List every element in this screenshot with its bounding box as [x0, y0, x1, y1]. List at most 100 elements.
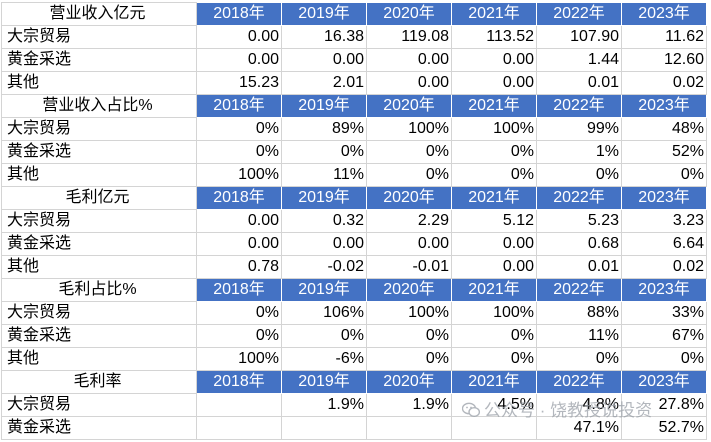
wechat-icon	[461, 402, 481, 418]
row-label: 其他	[1, 255, 197, 279]
value-cell: 0.02	[621, 255, 707, 279]
year-header-cell: 2019年	[281, 278, 367, 302]
value-cell: 0.01	[536, 255, 622, 279]
value-cell: 67%	[621, 324, 707, 348]
table-row: 大宗贸易 0% 89% 100% 100% 99% 48%	[1, 117, 707, 141]
table-row: 大宗贸易 0.00 16.38 119.08 113.52 107.90 11.62	[1, 25, 707, 49]
year-header-cell: 2019年	[281, 2, 367, 26]
year-header-cell: 2022年	[536, 94, 622, 118]
value-cell: 0%	[621, 347, 707, 371]
section-title: 毛利亿元	[1, 186, 197, 210]
value-cell	[196, 416, 282, 440]
value-cell: 100%	[196, 347, 282, 371]
section-title: 毛利率	[1, 370, 197, 394]
table-row: 黄金采选 0.00 0.00 0.00 0.00 0.68 6.64	[1, 232, 707, 256]
year-header-cell: 2023年	[621, 186, 707, 210]
value-cell: 0.00	[366, 48, 452, 72]
value-cell: 0.00	[196, 48, 282, 72]
row-label: 大宗贸易	[1, 25, 197, 49]
value-cell: 0%	[451, 324, 537, 348]
value-cell: 1.44	[536, 48, 622, 72]
value-cell: 0.00	[451, 255, 537, 279]
section-title: 毛利占比%	[1, 278, 197, 302]
value-cell: 0.32	[281, 209, 367, 233]
value-cell: 0%	[451, 163, 537, 187]
value-cell: 52.7%	[621, 416, 707, 440]
value-cell: 0.78	[196, 255, 282, 279]
value-cell: 0%	[196, 140, 282, 164]
value-cell: 11%	[536, 324, 622, 348]
value-cell: 1.9%	[366, 393, 452, 417]
row-label: 黄金采选	[1, 48, 197, 72]
value-cell: 3.23	[621, 209, 707, 233]
section-header-row: 毛利率 2018年 2019年 2020年 2021年 2022年 2023年	[1, 370, 707, 394]
value-cell: 0%	[366, 324, 452, 348]
value-cell: 0%	[451, 140, 537, 164]
value-cell	[451, 416, 537, 440]
value-cell: 33%	[621, 301, 707, 325]
value-cell: 2.01	[281, 71, 367, 95]
value-cell: 0%	[366, 163, 452, 187]
table-row: 黄金采选 0% 0% 0% 0% 11% 67%	[1, 324, 707, 348]
value-cell: 0%	[536, 163, 622, 187]
value-cell: 0%	[196, 324, 282, 348]
value-cell: 113.52	[451, 25, 537, 49]
value-cell: 15.23	[196, 71, 282, 95]
value-cell: 106%	[281, 301, 367, 325]
value-cell: 99%	[536, 117, 622, 141]
value-cell: 1.9%	[281, 393, 367, 417]
year-header-cell: 2020年	[366, 186, 452, 210]
value-cell: 1%	[536, 140, 622, 164]
row-label: 其他	[1, 71, 197, 95]
section-title: 营业收入占比%	[1, 94, 197, 118]
year-header-cell: 2020年	[366, 94, 452, 118]
value-cell: 0%	[196, 117, 282, 141]
watermark-text: 公众号 · 饶教授说投资	[484, 401, 653, 420]
year-header-cell: 2020年	[366, 2, 452, 26]
row-label: 大宗贸易	[1, 209, 197, 233]
year-header-cell: 2019年	[281, 94, 367, 118]
year-header-cell: 2019年	[281, 370, 367, 394]
value-cell: 12.60	[621, 48, 707, 72]
value-cell: 100%	[196, 163, 282, 187]
year-header-cell: 2021年	[451, 370, 537, 394]
table-row: 黄金采选 47.1% 52.7%	[1, 416, 707, 440]
value-cell: 0.00	[451, 48, 537, 72]
value-cell: 100%	[451, 301, 537, 325]
year-header-cell: 2023年	[621, 370, 707, 394]
value-cell: 107.90	[536, 25, 622, 49]
table-row: 其他 100% 11% 0% 0% 0% 0%	[1, 163, 707, 187]
value-cell: 0.00	[196, 209, 282, 233]
value-cell: 0.00	[451, 71, 537, 95]
row-label: 大宗贸易	[1, 393, 197, 417]
value-cell: 11%	[281, 163, 367, 187]
value-cell: 48%	[621, 117, 707, 141]
value-cell: 0%	[366, 140, 452, 164]
value-cell: 27.8%	[621, 393, 707, 417]
value-cell: 0.00	[366, 71, 452, 95]
table-row: 黄金采选 0% 0% 0% 0% 1% 52%	[1, 140, 707, 164]
year-header-cell: 2018年	[196, 278, 282, 302]
section-header-row: 营业收入占比% 2018年 2019年 2020年 2021年 2022年 2023年	[1, 94, 707, 118]
table-row: 大宗贸易 0% 106% 100% 100% 88% 33%	[1, 301, 707, 325]
value-cell: 5.23	[536, 209, 622, 233]
row-label: 黄金采选	[1, 324, 197, 348]
section-title: 营业收入亿元	[1, 2, 197, 26]
value-cell: 0.02	[621, 71, 707, 95]
value-cell: 0%	[536, 347, 622, 371]
value-cell: -0.01	[366, 255, 452, 279]
value-cell: 119.08	[366, 25, 452, 49]
section-header-row: 毛利亿元 2018年 2019年 2020年 2021年 2022年 2023年	[1, 186, 707, 210]
value-cell: 11.62	[621, 25, 707, 49]
year-header-cell: 2022年	[536, 186, 622, 210]
year-header-cell: 2020年	[366, 370, 452, 394]
row-label: 黄金采选	[1, 232, 197, 256]
table-row: 其他 15.23 2.01 0.00 0.00 0.01 0.02	[1, 71, 707, 95]
value-cell: 5.12	[451, 209, 537, 233]
year-header-cell: 2023年	[621, 278, 707, 302]
table-row: 其他 100% -6% 0% 0% 0% 0%	[1, 347, 707, 371]
value-cell: 0.00	[196, 232, 282, 256]
value-cell: 0.00	[196, 25, 282, 49]
year-header-cell: 2019年	[281, 186, 367, 210]
